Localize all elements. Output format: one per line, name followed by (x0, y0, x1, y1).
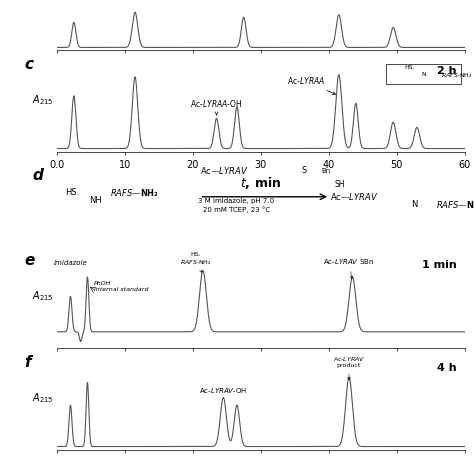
Text: imidazole: imidazole (54, 260, 87, 266)
Text: HS.
$\it{RAFS}$-NH₂: HS. $\it{RAFS}$-NH₂ (180, 252, 212, 273)
Text: N: N (411, 201, 418, 210)
Text: NH: NH (90, 196, 102, 205)
Y-axis label: $A_{215}$: $A_{215}$ (32, 289, 54, 303)
Text: HS.: HS. (405, 64, 416, 70)
Text: 3 M imidazole, pH 7.0: 3 M imidazole, pH 7.0 (198, 199, 274, 204)
Text: $\it{RAFS}$—NH₂: $\it{RAFS}$—NH₂ (436, 200, 474, 210)
Text: $\it{RAFS}$—NH₂: $\it{RAFS}$—NH₂ (110, 187, 159, 198)
Text: PhOH
internal standard: PhOH internal standard (94, 282, 149, 292)
Text: Ac-$\mathbf{\it{LYRAV}}$-OH: Ac-$\mathbf{\it{LYRAV}}$-OH (199, 386, 247, 395)
Text: Ac-$\mathbf{\it{LYRAV}}$ SBn: Ac-$\mathbf{\it{LYRAV}}$ SBn (323, 257, 374, 279)
Text: HS.: HS. (65, 188, 79, 197)
Text: c: c (24, 57, 33, 73)
Text: Ac-$\it{LYRAA}$: Ac-$\it{LYRAA}$ (287, 75, 336, 94)
Text: e: e (24, 253, 35, 268)
Text: 20 mM TCEP, 23 °C: 20 mM TCEP, 23 °C (203, 207, 270, 213)
Text: Ac-$\it{LYRAA}$-OH: Ac-$\it{LYRAA}$-OH (190, 98, 243, 115)
Text: S: S (301, 166, 307, 175)
Text: f: f (24, 356, 31, 370)
Text: 1 min: 1 min (421, 260, 456, 270)
Text: SH: SH (334, 180, 345, 189)
Text: N: N (421, 72, 426, 77)
Text: d: d (32, 168, 43, 183)
Y-axis label: $A_{215}$: $A_{215}$ (32, 392, 54, 405)
Text: Ac—$\mathbf{\it{LYRAV}}$: Ac—$\mathbf{\it{LYRAV}}$ (330, 191, 378, 202)
Text: 2 h: 2 h (437, 66, 456, 76)
Text: Ac-$\mathbf{\it{LYRAV}}$
product: Ac-$\mathbf{\it{LYRAV}}$ product (333, 355, 365, 380)
X-axis label: $\mathit{t}$, min: $\mathit{t}$, min (240, 175, 281, 191)
Text: $\it{RAFS}$-NH₂: $\it{RAFS}$-NH₂ (441, 71, 473, 79)
Text: Ac—$\mathbf{\it{LYRAV}}$: Ac—$\mathbf{\it{LYRAV}}$ (200, 165, 248, 176)
Text: 4 h: 4 h (437, 363, 456, 373)
Y-axis label: $A_{215}$: $A_{215}$ (32, 93, 54, 107)
Text: Bn: Bn (322, 168, 331, 174)
